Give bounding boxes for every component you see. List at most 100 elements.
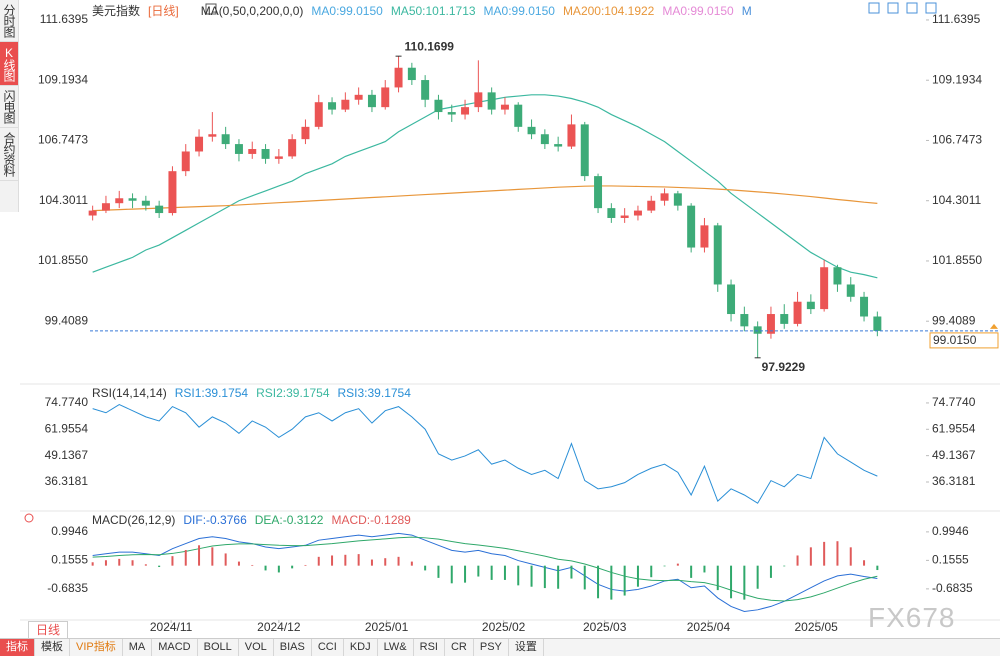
candle-body bbox=[633, 210, 642, 216]
toolbar-item[interactable]: PSY bbox=[474, 639, 509, 656]
x-tick-label: 2025/04 bbox=[687, 620, 731, 634]
candle-body bbox=[540, 134, 549, 145]
macd-header: MACD(26,12,9) DIF:-0.3766 DEA:-0.3122 MACD:… bbox=[92, 513, 411, 527]
toolbar-item[interactable]: BOLL bbox=[198, 639, 239, 656]
candle-body bbox=[594, 176, 603, 209]
candle-body bbox=[740, 314, 749, 327]
candle-body bbox=[248, 149, 257, 154]
toolbar-item[interactable]: MACD bbox=[152, 639, 198, 656]
toolbar-item[interactable]: BIAS bbox=[274, 639, 312, 656]
candle-body bbox=[394, 67, 403, 88]
legend-entry: RSI2:39.1754 bbox=[256, 386, 330, 400]
candle-body bbox=[514, 104, 523, 127]
candle-body bbox=[115, 198, 124, 204]
x-tick-label: 2025/03 bbox=[583, 620, 627, 634]
candle-body bbox=[660, 193, 669, 201]
candle-body bbox=[168, 171, 177, 214]
sidebar-tab[interactable]: 闪电图 bbox=[0, 86, 18, 128]
candle-body bbox=[328, 102, 337, 110]
candle-body bbox=[314, 102, 323, 127]
toolbar-item[interactable]: CCI bbox=[312, 639, 344, 656]
y-tick-label: 74.7740 bbox=[45, 395, 89, 409]
y-tick-label: 36.3181 bbox=[45, 474, 89, 488]
candle-body bbox=[101, 203, 110, 211]
y-tick-label: 106.7473 bbox=[38, 133, 88, 147]
y-tick-label: 74.7740 bbox=[932, 395, 976, 409]
candle-body bbox=[447, 112, 456, 115]
toolbar-icons[interactable] bbox=[868, 2, 937, 14]
x-tick-label: 2025/01 bbox=[365, 620, 409, 634]
candle-body bbox=[500, 104, 509, 110]
period-label: [日线] bbox=[148, 4, 179, 18]
candle-body bbox=[527, 126, 536, 135]
candle-body bbox=[673, 193, 682, 206]
legend-entry: DIF:-0.3766 bbox=[183, 513, 247, 527]
candle-body bbox=[620, 215, 629, 218]
max-label: 110.1699 bbox=[405, 39, 455, 53]
legend-entry: MA200:104.1922 bbox=[562, 3, 655, 18]
last-price-arrow bbox=[990, 323, 998, 329]
more-label[interactable]: M bbox=[741, 3, 752, 18]
candle-body bbox=[288, 139, 297, 157]
candle-body bbox=[860, 296, 869, 317]
legend-entry: DEA:-0.3122 bbox=[254, 513, 324, 527]
x-tick-label: 2025/05 bbox=[794, 620, 838, 634]
last-price-label: 99.0150 bbox=[933, 333, 977, 347]
y-tick-label: 0.9946 bbox=[51, 524, 88, 538]
y-tick-label: 109.1934 bbox=[932, 72, 982, 86]
toolbar-item[interactable]: 模板 bbox=[35, 639, 70, 656]
candle-body bbox=[381, 87, 390, 108]
x-tick-label: 2024/11 bbox=[150, 620, 193, 634]
candle-body bbox=[354, 94, 363, 100]
legend-entry: MACD:-0.1289 bbox=[331, 513, 411, 527]
y-tick-label: -0.6835 bbox=[47, 581, 88, 595]
sidebar-tab[interactable]: 合约资料 bbox=[0, 128, 18, 181]
settings-icon[interactable] bbox=[24, 513, 34, 523]
candle-body bbox=[846, 284, 855, 297]
toolbar-item[interactable]: KDJ bbox=[344, 639, 378, 656]
candle-body bbox=[580, 124, 589, 177]
indicator-icon[interactable] bbox=[205, 3, 217, 15]
y-tick-label: 61.9554 bbox=[45, 421, 89, 435]
legend-entry: RSI1:39.1754 bbox=[174, 386, 249, 400]
y-tick-label: 106.7473 bbox=[932, 133, 982, 147]
toolbar-item[interactable]: 指标 bbox=[0, 639, 35, 656]
y-tick-label: 104.3011 bbox=[932, 193, 981, 207]
candle-body bbox=[261, 149, 270, 159]
indicator-line bbox=[92, 94, 878, 279]
y-tick-label: 99.4089 bbox=[45, 313, 89, 327]
y-tick-label: 0.9946 bbox=[932, 524, 969, 538]
toolbar-item[interactable]: MA bbox=[123, 639, 153, 656]
candle-body bbox=[461, 107, 470, 115]
toolbar-item[interactable]: LW& bbox=[378, 639, 414, 656]
panel-title: RSI(14,14,14) bbox=[92, 386, 167, 400]
chart: 111.6395 111.6395 109.1934 109.1934 106.7473… bbox=[20, 2, 1000, 634]
indicator-line bbox=[92, 403, 878, 504]
sidebar-tab[interactable]: 分时图 bbox=[0, 0, 18, 42]
candle-body bbox=[713, 225, 722, 285]
candle-body bbox=[221, 134, 230, 145]
candle-body bbox=[155, 205, 164, 214]
indicator-line bbox=[92, 536, 878, 602]
candle-body bbox=[833, 267, 842, 285]
candle-body bbox=[474, 92, 483, 108]
toolbar-item[interactable]: 设置 bbox=[509, 639, 544, 656]
y-tick-label: 111.6395 bbox=[40, 12, 89, 26]
toolbar-item[interactable]: VIP指标 bbox=[70, 639, 123, 656]
panel-title: 美元指数 bbox=[92, 4, 141, 18]
candle-body bbox=[567, 124, 576, 147]
candle-body bbox=[195, 136, 204, 152]
toolbar-item[interactable]: CR bbox=[445, 639, 474, 656]
y-tick-label: 49.1367 bbox=[45, 448, 89, 462]
toolbar-item[interactable]: VOL bbox=[239, 639, 274, 656]
sidebar: 分时图 K线图 闪电图 合约资料 bbox=[0, 0, 19, 212]
period-tab[interactable]: 日线 bbox=[28, 621, 68, 638]
price-header: 美元指数 [日线] MA(0,50,0,200,0,0) MA0:99.0150 MA5… bbox=[92, 2, 752, 19]
candle-body bbox=[554, 144, 563, 147]
candle-body bbox=[128, 198, 137, 201]
x-tick-label: 2025/02 bbox=[482, 620, 526, 634]
candle-body bbox=[487, 92, 496, 110]
sidebar-tab[interactable]: K线图 bbox=[0, 42, 18, 86]
candle-body bbox=[780, 314, 789, 324]
toolbar-item[interactable]: RSI bbox=[414, 639, 445, 656]
